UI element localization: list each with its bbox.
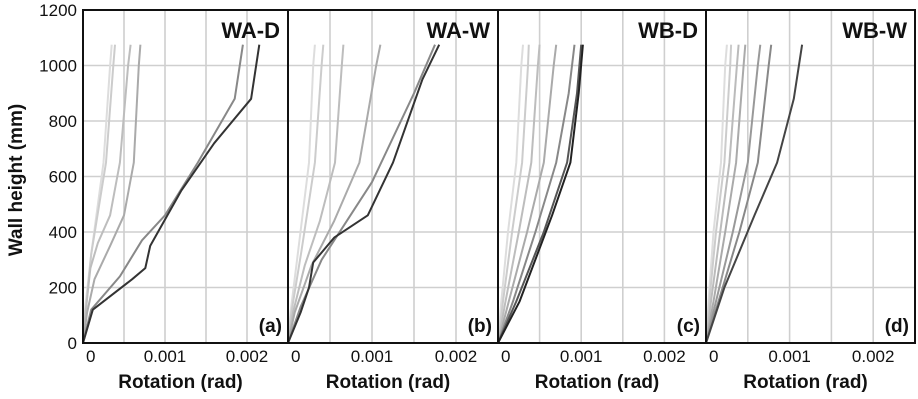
series-line-6 <box>497 44 583 344</box>
series-line-2 <box>287 44 325 344</box>
panel-label: (c) <box>677 316 700 337</box>
panel-label: (b) <box>468 316 492 337</box>
x-axis-title: Rotation (rad) <box>118 372 243 393</box>
x-tick-label: 0.001 <box>144 347 187 366</box>
y-tick-label: 1000 <box>39 57 77 76</box>
series-line-2 <box>497 44 530 344</box>
y-tick-label: 1200 <box>39 1 77 20</box>
panel-label: (d) <box>885 316 909 337</box>
x-tick-label: 0 <box>291 347 300 366</box>
series-line-2 <box>705 44 733 344</box>
plot-frame <box>705 9 916 344</box>
y-tick-label: 400 <box>49 223 77 242</box>
y-axis-title: Wall height (mm) <box>6 104 27 256</box>
chart-panel-2: 0 0.001 0.002 Rotation (rad) WA-W (b) <box>287 9 499 393</box>
x-tick-label: 0.001 <box>560 347 603 366</box>
series-line-7 <box>705 44 804 344</box>
series-line-5 <box>287 44 436 344</box>
series-line-3 <box>287 44 345 344</box>
y-tick-label: 0 <box>68 334 77 353</box>
x-axis-title: Rotation (rad) <box>743 372 868 393</box>
series-line-5 <box>497 44 576 344</box>
series-line-4 <box>497 44 558 344</box>
series-line-4 <box>287 44 382 344</box>
x-axis-title: Rotation (rad) <box>326 372 451 393</box>
y-tick-label: 200 <box>49 279 77 298</box>
series-line-4 <box>705 44 747 344</box>
x-tick-label: 0 <box>709 347 718 366</box>
series-line-3 <box>705 44 740 344</box>
series-line-3 <box>82 44 132 344</box>
panel-title: WB-W <box>842 18 907 43</box>
x-tick-label: 0.002 <box>226 347 269 366</box>
x-axis-title: Rotation (rad) <box>535 372 660 393</box>
series-line-5 <box>82 44 244 344</box>
series-line-1 <box>497 44 524 344</box>
x-tick-label: 0 <box>501 347 510 366</box>
series-line-6 <box>287 44 441 344</box>
y-tick-label: 600 <box>49 168 77 187</box>
series-line-6 <box>705 44 773 344</box>
chart-panel-3: 0 0.001 0.002 Rotation (rad) WB-D (c) <box>497 9 707 393</box>
chart-panel-1: 0 200 400 600 800 1000 1200 0 0.001 0.002 Rotation… <box>39 1 289 393</box>
chart-panel-4: 0 0.001 0.002 Rotation (rad) WB-W (d) <box>705 9 916 393</box>
panel-title: WB-D <box>638 18 698 43</box>
panel-label: (a) <box>259 316 282 337</box>
panel-title: WA-W <box>426 18 490 43</box>
series-line-7 <box>497 44 584 344</box>
series-line-4 <box>82 44 142 344</box>
x-tick-label: 0.002 <box>643 347 686 366</box>
x-tick-label: 0.002 <box>852 347 895 366</box>
x-tick-label: 0.001 <box>351 347 394 366</box>
series-line-5 <box>705 44 762 344</box>
x-tick-label: 0.002 <box>435 347 478 366</box>
series-line-3 <box>497 44 541 344</box>
panel-title: WA-D <box>221 18 280 43</box>
x-tick-label: 0 <box>86 347 95 366</box>
series-line-6 <box>82 44 261 344</box>
y-tick-label: 800 <box>49 112 77 131</box>
x-tick-label: 0.001 <box>768 347 811 366</box>
